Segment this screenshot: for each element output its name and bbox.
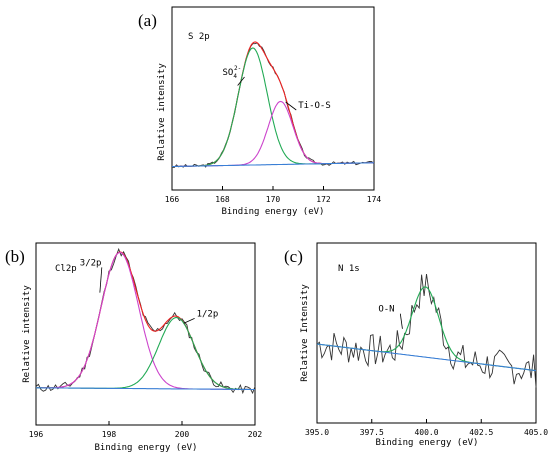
x-tick-label: 168 bbox=[215, 195, 230, 204]
annotation-leader-1 bbox=[183, 318, 195, 324]
x-tick-label: 402.5 bbox=[469, 428, 493, 437]
annotation-label-0: 3/2p bbox=[80, 258, 102, 268]
x-tick-label: 405.0 bbox=[524, 428, 548, 437]
panel-letter-a: (a) bbox=[138, 11, 157, 30]
element-label-b: Cl2p bbox=[55, 264, 77, 274]
plot-frame-b bbox=[35, 242, 256, 426]
annotations-c: O-N bbox=[378, 305, 403, 329]
element-label-c: N 1s bbox=[338, 264, 360, 274]
x-tick-label: 200 bbox=[175, 430, 190, 439]
series-raw-0 bbox=[316, 274, 537, 388]
y-axis-label-c: Relative Intensity bbox=[300, 284, 310, 382]
annotation-leader-0 bbox=[99, 267, 103, 293]
series-background-4 bbox=[172, 162, 374, 168]
x-axis-label-b: Binding energy (eV) bbox=[95, 443, 198, 452]
x-tick-label: 170 bbox=[266, 195, 281, 204]
element-label-a: S 2p bbox=[188, 32, 210, 42]
series-peak-3 bbox=[172, 100, 375, 168]
curves-b bbox=[35, 247, 256, 395]
annotation-label-0: O-N bbox=[378, 305, 394, 315]
x-ticks-a: 166 168 170 172 174 bbox=[165, 186, 382, 204]
series-background-2 bbox=[316, 343, 537, 372]
x-tick-label: 196 bbox=[29, 430, 44, 439]
series-background-4 bbox=[36, 387, 255, 391]
annotations-b: 3/2p 1/2p bbox=[80, 258, 219, 324]
x-tick-label: 202 bbox=[248, 430, 263, 439]
y-axis-label-a: Relative intensity bbox=[157, 63, 167, 161]
annotations-a: SO42- Ti-O-S bbox=[223, 65, 331, 111]
x-tick-label: 397.5 bbox=[360, 428, 384, 437]
series-raw-0 bbox=[171, 42, 375, 168]
panel-b: (b) Cl2p 196 198 200 202 Binding energy (eV… bbox=[5, 242, 263, 452]
panel-letter-b: (b) bbox=[5, 247, 25, 266]
annotation-leader-0 bbox=[399, 313, 403, 329]
annotation-leader-1 bbox=[285, 101, 297, 111]
x-tick-label: 174 bbox=[367, 195, 382, 204]
series-peak-3 bbox=[36, 316, 255, 391]
x-tick-label: 400.0 bbox=[414, 428, 438, 437]
panel-letter-c: (c) bbox=[284, 247, 303, 266]
series-envelope-1 bbox=[172, 41, 375, 168]
x-tick-label: 395.0 bbox=[305, 428, 329, 437]
x-axis-label-a: Binding energy (eV) bbox=[222, 207, 325, 217]
panel-c: (c) N 1s 395.0 397.5 400.0 402.5 405.0 Bindi… bbox=[284, 242, 548, 448]
annotation-label-1: Ti-O-S bbox=[298, 101, 331, 111]
curves-a bbox=[171, 41, 375, 168]
series-peak-1 bbox=[316, 286, 537, 372]
annotation-label-1: 1/2p bbox=[197, 309, 219, 319]
x-tick-label: 198 bbox=[102, 430, 117, 439]
annotation-label-0: SO42- bbox=[223, 65, 242, 80]
x-tick-label: 166 bbox=[165, 195, 180, 204]
x-ticks-b: 196 198 200 202 bbox=[29, 421, 263, 439]
y-axis-label-b: Relative intensity bbox=[22, 285, 32, 383]
x-tick-label: 172 bbox=[316, 195, 331, 204]
panel-a: (a) S 2p 166 168 170 172 174 Binding energy … bbox=[138, 6, 382, 217]
curves-c bbox=[316, 274, 537, 388]
x-axis-label-c: Binding energy (eV) bbox=[376, 438, 479, 448]
series-peak-2 bbox=[172, 47, 375, 168]
annotation-leader-0 bbox=[237, 76, 245, 86]
x-ticks-c: 395.0 397.5 400.0 402.5 405.0 bbox=[305, 419, 548, 437]
